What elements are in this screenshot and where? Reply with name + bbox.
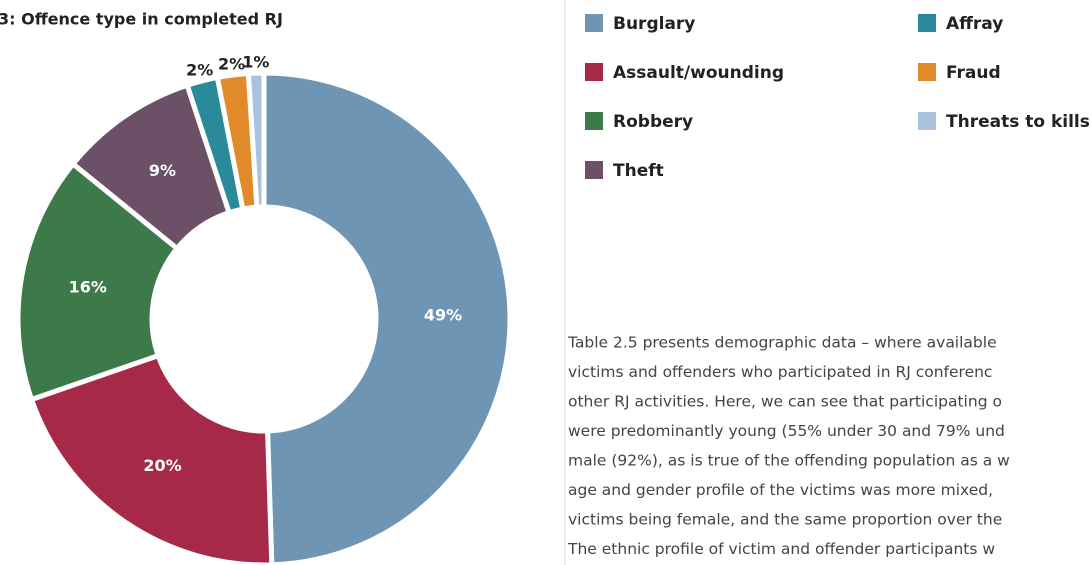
value-label: 20%	[143, 456, 181, 475]
legend-label: Theft	[613, 161, 664, 181]
legend-swatch	[918, 63, 936, 81]
legend-swatch	[585, 112, 603, 130]
legend-label: Assault/wounding	[613, 63, 784, 83]
paragraph-line: victims and offenders who participated i…	[568, 363, 992, 381]
donut-slice	[15, 160, 181, 403]
value-label: 49%	[424, 306, 462, 325]
paragraph-line: other RJ activities. Here, we can see th…	[568, 393, 1002, 411]
legend-swatch	[918, 14, 936, 32]
paragraph-line: The ethnic profile of victim and offende…	[567, 540, 995, 558]
paragraph-line: victims being female, and the same propo…	[568, 511, 1002, 529]
legend-swatch	[585, 161, 603, 179]
donut-slice	[28, 352, 275, 565]
legend-label: Robbery	[613, 112, 693, 132]
legend-swatch	[585, 63, 603, 81]
legend-label: Fraud	[946, 63, 1001, 83]
legend-label: Threats to kills	[946, 112, 1090, 132]
paragraph-line: Table 2.5 presents demographic data – wh…	[567, 334, 997, 352]
value-label: 1%	[242, 53, 269, 72]
donut-slice	[245, 70, 267, 210]
legend-label: Affray	[946, 14, 1003, 34]
donut-slice	[261, 70, 513, 565]
paragraph-line: male (92%), as is true of the offending …	[568, 452, 1010, 470]
paragraph-line: age and gender profile of the victims wa…	[568, 481, 993, 499]
value-label: 2%	[186, 61, 213, 80]
value-label: 9%	[149, 161, 176, 180]
value-label: 2%	[218, 55, 245, 74]
value-label: 16%	[69, 277, 107, 296]
legend-swatch	[918, 112, 936, 130]
chart-title: 3: Offence type in completed RJ	[0, 10, 283, 29]
paragraph-line: were predominantly young (55% under 30 a…	[568, 422, 1005, 440]
legend-label: Burglary	[613, 14, 695, 34]
legend-swatch	[585, 14, 603, 32]
